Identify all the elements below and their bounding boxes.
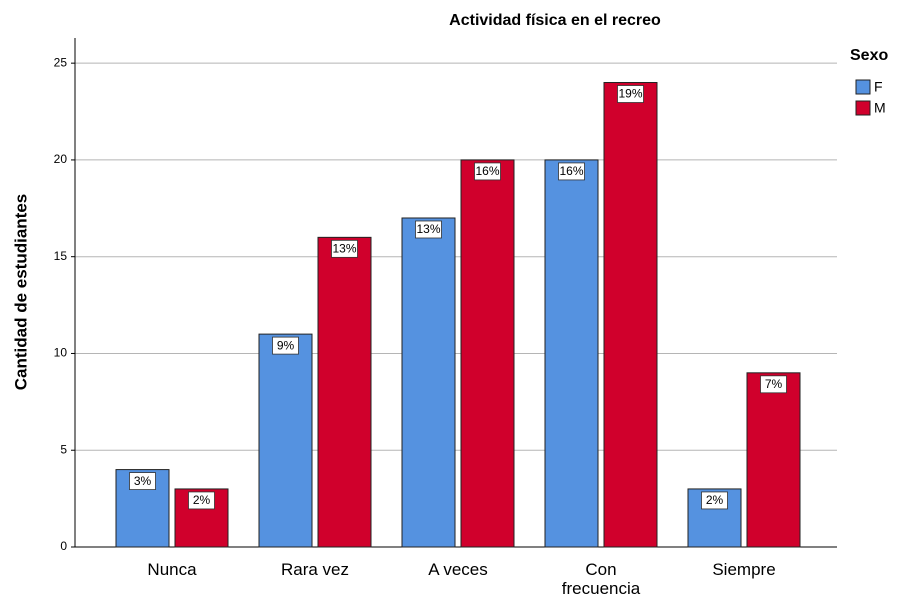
y-tick-label: 15	[54, 249, 68, 263]
x-tick-label: Siempre	[712, 560, 776, 579]
x-tick-label: Con frecuencia	[561, 560, 641, 598]
bar	[603, 82, 658, 548]
legend-label: M	[874, 100, 886, 116]
value-label-box	[272, 336, 299, 355]
value-label-box	[188, 491, 215, 510]
value-label: 3%	[134, 474, 152, 488]
value-label: 2%	[706, 493, 724, 507]
value-label-box	[129, 472, 156, 490]
value-label: 7%	[765, 377, 783, 391]
bar	[401, 217, 456, 548]
y-tick-label: 5	[60, 442, 67, 456]
value-label-box	[701, 491, 728, 510]
x-tick-label: A veces	[428, 560, 488, 579]
value-label-box	[760, 375, 787, 394]
value-label-box	[617, 85, 644, 103]
y-tick-label: 0	[60, 539, 67, 553]
value-label: 16%	[475, 164, 499, 178]
x-tick-label: Rara vez	[280, 560, 350, 579]
y-tick-label: 20	[54, 152, 68, 166]
chart-title: Actividad física en el recreo	[449, 12, 661, 29]
value-label: 9%	[277, 338, 295, 352]
bar	[317, 236, 372, 548]
value-label: 16%	[559, 164, 583, 178]
value-label: 13%	[332, 242, 356, 256]
bar	[544, 159, 599, 548]
legend-swatch	[855, 79, 871, 95]
bar	[460, 159, 515, 548]
bar	[258, 333, 313, 548]
legend-swatch	[855, 100, 871, 116]
value-label: 19%	[618, 87, 642, 101]
value-label: 2%	[193, 493, 211, 507]
legend-label: F	[874, 79, 883, 95]
value-label-box	[415, 220, 442, 239]
value-label-box	[331, 239, 358, 258]
y-axis-title: Cantidad de estudiantes	[11, 194, 30, 390]
value-label: 13%	[416, 222, 440, 236]
bar	[746, 372, 801, 548]
y-tick-label: 25	[54, 55, 68, 69]
x-tick-label: Nunca	[147, 560, 197, 579]
y-tick-label: 10	[54, 346, 68, 360]
value-label-box	[558, 162, 585, 181]
legend-title: Sexo	[850, 47, 888, 64]
value-label-box	[474, 162, 501, 181]
